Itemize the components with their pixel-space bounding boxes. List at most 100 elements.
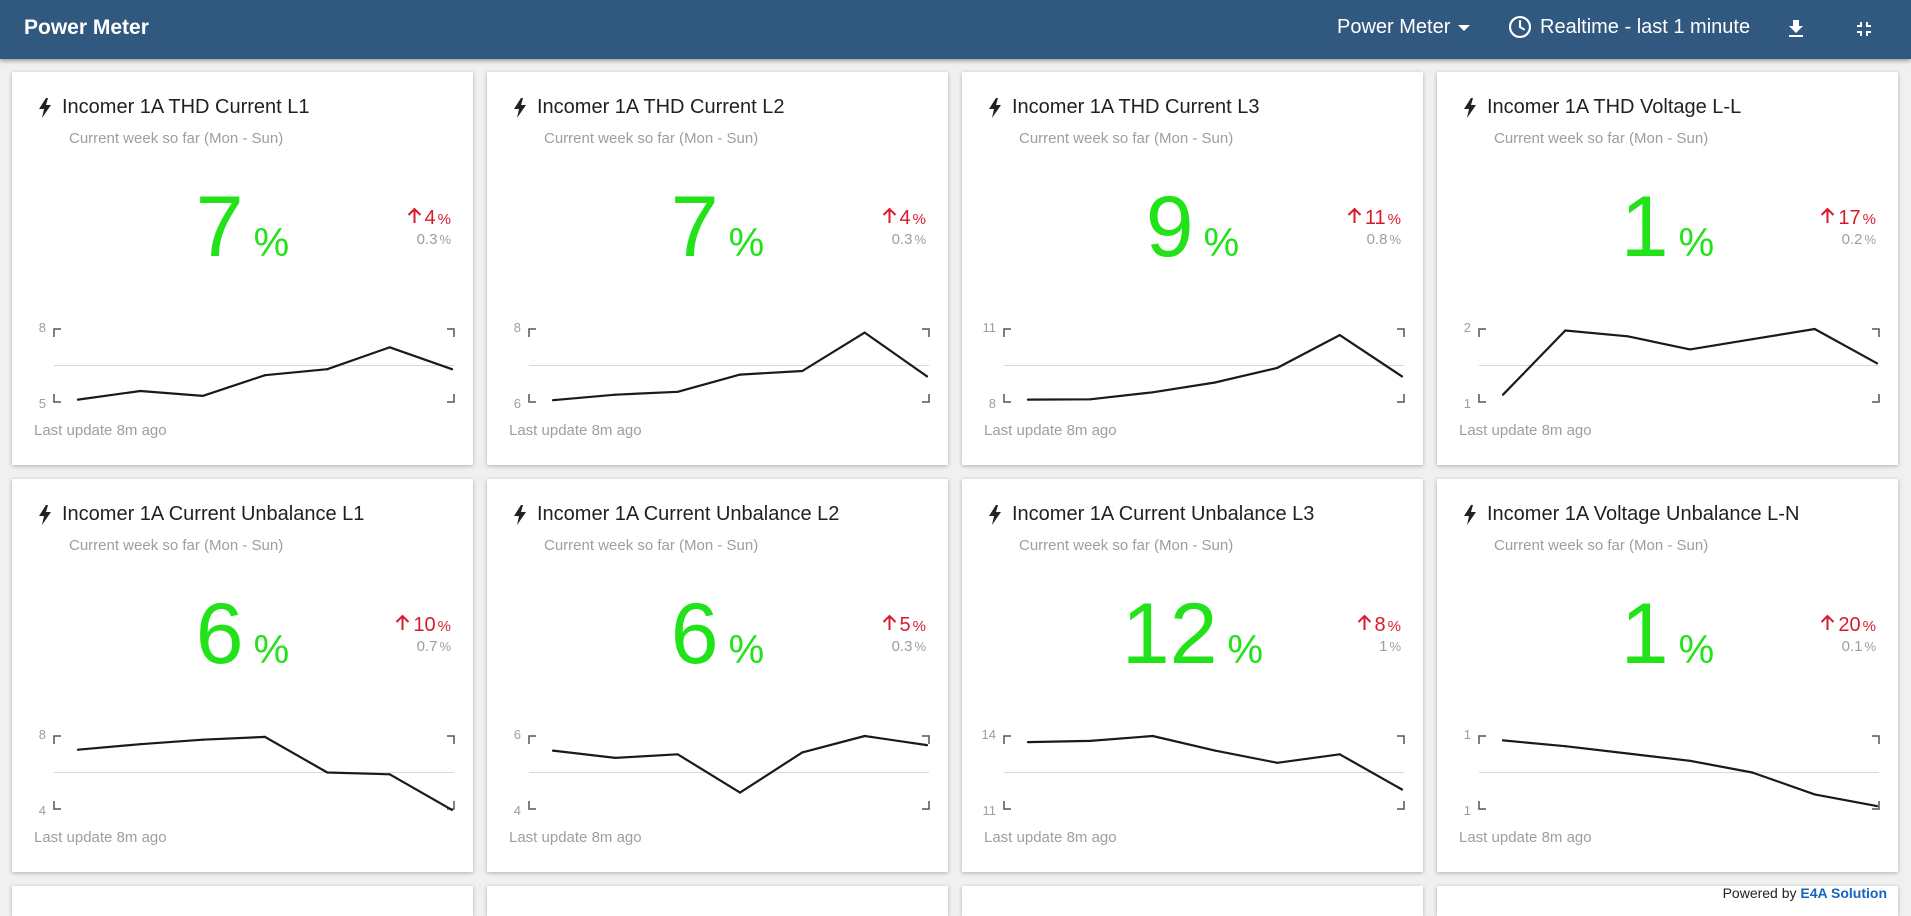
delta-block: 4% 0.3% xyxy=(882,207,926,249)
data-point xyxy=(76,748,80,751)
last-update: Last update 8m ago xyxy=(509,829,642,846)
bolt-icon xyxy=(38,505,52,530)
arrow-up-icon xyxy=(1347,207,1362,229)
y-axis-max-label: 6 xyxy=(514,727,521,742)
delta-value: 11 xyxy=(1364,207,1386,229)
card-subtitle: Current week so far (Mon - Sun) xyxy=(1019,537,1234,554)
card-title: Incomer 1A Voltage Unbalance L-N xyxy=(1487,503,1800,525)
dashboard-selector-label: Power Meter xyxy=(1337,16,1451,38)
delta-unit: % xyxy=(1387,211,1401,228)
data-point xyxy=(738,373,742,376)
last-update: Last update 8m ago xyxy=(509,422,642,439)
data-point xyxy=(388,346,391,349)
delta-value: 17 xyxy=(1838,207,1861,229)
y-axis-min-label: 4 xyxy=(39,803,46,818)
delta-value: 4 xyxy=(899,207,911,229)
bolt-icon xyxy=(513,98,527,123)
data-point xyxy=(1276,761,1279,764)
arrow-up-icon xyxy=(1820,207,1835,229)
widget-card xyxy=(962,886,1423,916)
sparkline-chart: 64 xyxy=(514,727,930,818)
data-point xyxy=(1564,329,1567,332)
data-point xyxy=(139,389,142,393)
value-number: 1 xyxy=(1620,586,1669,682)
data-point xyxy=(1875,805,1879,808)
dashboard-selector[interactable]: Power Meter xyxy=(1337,16,1471,39)
corner-bracket xyxy=(447,394,455,403)
previous-value: 1 xyxy=(1379,638,1388,655)
delta-unit: % xyxy=(437,211,451,228)
previous-value: 0.3 xyxy=(891,638,913,655)
sparkline-chart: 11 xyxy=(1464,727,1880,818)
data-point xyxy=(1151,391,1154,394)
card-subtitle: Current week so far (Mon - Sun) xyxy=(1494,130,1709,147)
value-unit: % xyxy=(1678,628,1715,672)
card-title: Incomer 1A THD Current L2 xyxy=(537,96,785,118)
widget-card: Incomer 1A Current Unbalance L2 Current w… xyxy=(487,479,948,872)
metric-value: 7% xyxy=(12,184,473,294)
corner-bracket xyxy=(528,735,536,744)
value-number: 9 xyxy=(1145,179,1194,275)
series-line xyxy=(1502,739,1878,808)
previous-value: 0.2 xyxy=(1841,231,1863,248)
powered-by-prefix: Powered by xyxy=(1722,885,1797,901)
data-point xyxy=(1400,788,1404,791)
card-subtitle: Current week so far (Mon - Sun) xyxy=(544,537,759,554)
data-point xyxy=(801,751,804,754)
data-point xyxy=(863,734,866,738)
data-point xyxy=(1338,753,1341,756)
brand-link[interactable]: E4A Solution xyxy=(1800,885,1887,901)
arrow-up-icon xyxy=(395,614,410,636)
y-axis-max-label: 11 xyxy=(983,320,997,335)
last-update: Last update 8m ago xyxy=(34,422,167,439)
metric-value: 9% xyxy=(962,184,1423,294)
app-title: Power Meter xyxy=(24,16,149,39)
widget-card: Incomer 1A THD Voltage L-L Current week s… xyxy=(1437,72,1898,465)
series-line xyxy=(552,331,928,402)
data-point xyxy=(676,753,679,756)
sparkline-chart: 86 xyxy=(514,320,930,411)
previous-value: 0.3 xyxy=(891,231,913,248)
widget-card: Incomer 1A Voltage Unbalance L-N Current … xyxy=(1437,479,1898,872)
series-line xyxy=(77,735,453,811)
corner-bracket xyxy=(528,801,536,810)
corner-bracket xyxy=(447,735,455,744)
data-point xyxy=(614,756,617,759)
corner-bracket xyxy=(1478,328,1486,337)
widget-card: Incomer 1A THD Current L3 Current week so… xyxy=(962,72,1423,465)
bolt-icon xyxy=(988,505,1002,530)
delta-unit: % xyxy=(912,211,926,228)
value-unit: % xyxy=(1227,628,1264,672)
time-range-selector[interactable]: Realtime - last 1 minute xyxy=(1507,14,1750,40)
exit-fullscreen-button[interactable] xyxy=(1849,14,1879,44)
download-button[interactable] xyxy=(1781,14,1811,44)
widget-card: Incomer 1A THD Current L1 Current week so… xyxy=(12,72,473,465)
corner-bracket xyxy=(53,394,61,403)
delta-block: 17% 0.2% xyxy=(1820,207,1876,249)
previous-unit: % xyxy=(1864,232,1876,247)
data-point xyxy=(1626,335,1629,338)
value-unit: % xyxy=(1678,221,1715,265)
card-subtitle: Current week so far (Mon - Sun) xyxy=(1019,130,1234,147)
corner-bracket xyxy=(1478,801,1486,810)
widget-card xyxy=(12,886,473,916)
sparkline-chart: 85 xyxy=(39,320,455,411)
caret-down-icon xyxy=(1458,24,1471,31)
bolt-icon xyxy=(1463,505,1477,530)
delta-unit: % xyxy=(1862,211,1876,228)
data-point xyxy=(1338,334,1341,337)
y-axis-min-label: 5 xyxy=(39,396,46,411)
y-axis-min-label: 11 xyxy=(983,803,997,818)
value-number: 12 xyxy=(1121,586,1218,682)
corner-bracket xyxy=(53,735,61,744)
data-point xyxy=(1751,771,1754,774)
previous-value: 0.3 xyxy=(416,231,438,248)
card-title: Incomer 1A THD Current L1 xyxy=(62,96,310,118)
data-point xyxy=(1276,366,1279,369)
y-axis-min-label: 8 xyxy=(989,396,996,411)
corner-bracket xyxy=(1478,735,1486,744)
delta-unit: % xyxy=(1862,618,1876,635)
data-point xyxy=(676,390,679,393)
data-point xyxy=(1688,759,1692,762)
